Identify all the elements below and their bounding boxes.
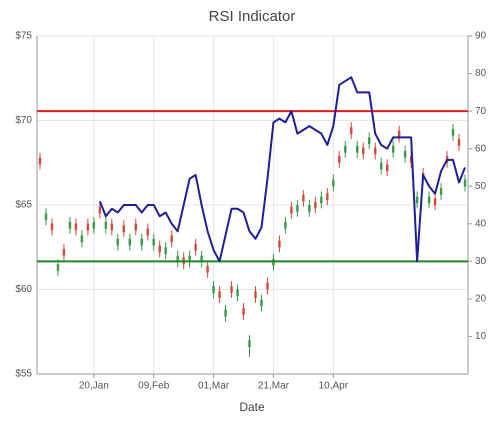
candle-body [356,145,359,153]
candle-body [433,198,437,205]
y2-tick-label: 20 [475,294,487,305]
candle-body [248,340,251,347]
candle-body [80,235,84,243]
candle-body [403,150,407,158]
candle-body [362,147,365,155]
y2-tick-label: 60 [475,143,487,154]
candle-body [104,221,108,229]
candle-body [266,282,269,290]
candle-body [128,238,131,246]
y2-tick-label: 30 [475,256,487,267]
candle-body [188,255,191,263]
candle-body [439,188,443,195]
candle-body [68,221,72,229]
candle-body [296,205,299,212]
candle-body [158,245,161,253]
candle-body [134,223,137,231]
candle-body [242,308,245,315]
y2-tick-label: 80 [475,68,487,79]
candle-body [427,196,431,204]
candle-body [50,223,54,231]
candle-body [284,221,287,229]
candle-body [212,286,215,293]
candle-body [92,221,96,229]
candle-body [260,299,263,307]
candle-body [320,196,323,204]
candle-body [98,206,102,214]
candle-body [176,255,179,263]
candle-body [74,223,78,231]
candle-body [194,243,197,251]
candle-body [164,247,167,255]
candle-body [254,291,257,298]
y-tick-label: $55 [15,369,32,380]
candle-body [206,265,209,273]
candle-body [44,213,48,221]
y2-tick-label: 90 [475,31,487,42]
candle-body [397,130,401,138]
x-tick-label: 21,Mar [258,381,290,392]
y2-tick-label: 40 [475,218,487,229]
candle-body [391,145,395,153]
x-axis-title: Date [239,400,265,414]
x-tick-label: 20,Jan [79,381,109,392]
candle-body [236,289,239,297]
y-tick-label: $75 [15,31,32,42]
candle-body [230,286,233,293]
candle-body [409,155,413,163]
x-tick-label: 09,Feb [138,381,170,392]
candle-body [110,223,114,231]
candle-body [146,228,149,236]
candle-body [122,225,125,233]
candle-body [224,309,227,317]
candle-body [326,193,329,200]
candle-body [463,179,467,187]
y2-tick-label: 50 [475,181,487,192]
y-tick-label: $65 [15,200,32,211]
y-tick-label: $70 [15,115,32,126]
candle-body [170,235,173,243]
candle-body [140,238,143,246]
candle-body [86,223,90,231]
candle-body [302,194,305,202]
candle-body [380,162,383,170]
candle-body [278,240,281,248]
candle-body [308,205,311,212]
candle-body [374,147,377,155]
candle-body [38,157,42,165]
candle-body [272,259,275,266]
candle-body [344,145,347,153]
y2-tick-label: 10 [475,331,487,342]
candle-body [62,248,66,256]
chart-title: RSI Indicator [209,8,296,25]
candle-body [385,164,389,172]
candle-body [290,206,293,214]
candle-body [314,201,317,209]
candle-body [415,196,419,204]
rsi-line [98,76,466,263]
y2-tick-label: 70 [475,106,487,117]
candle-body [218,291,221,298]
candle-body [152,238,155,246]
candle-body [200,255,203,263]
candle-body [332,179,335,187]
candle-body [368,137,371,145]
candle-body [350,127,353,135]
candle-body [56,264,60,271]
candle-body [457,139,461,146]
x-tick-label: 10,Apr [319,381,349,392]
candle-body [116,238,120,246]
candle-body [338,155,341,163]
y-tick-label: $60 [15,284,32,295]
x-tick-label: 01,Mar [198,381,230,392]
candle-body [451,128,455,136]
